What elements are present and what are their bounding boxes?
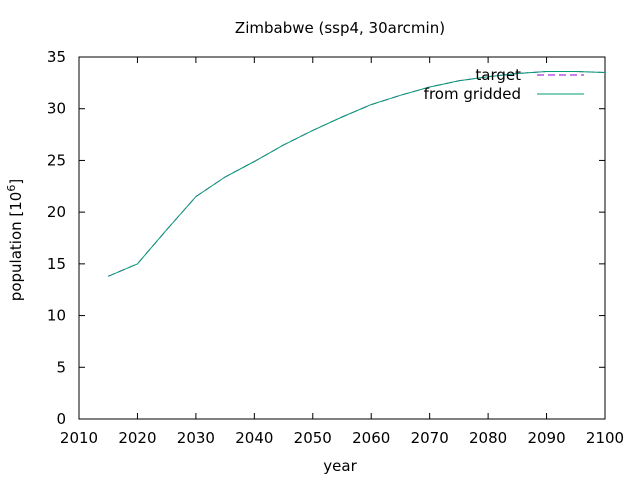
x-tick-label: 2090 — [527, 429, 565, 447]
y-tick-label: 0 — [56, 410, 66, 428]
x-axis: 2010 2020 2030 2040 2050 2060 2070 2080 2090 2100 — [60, 57, 624, 447]
x-tick-label: 2100 — [586, 429, 624, 447]
series-line-1 — [108, 71, 606, 277]
x-tick-label: 2060 — [352, 429, 390, 447]
series-line-2 — [108, 71, 606, 277]
y-tick-label: 5 — [56, 358, 66, 376]
x-tick-label: 2020 — [118, 429, 156, 447]
y-axis-label-exponent: 6 — [5, 185, 18, 192]
x-tick-label: 2010 — [60, 429, 98, 447]
x-tick-label: 2050 — [294, 429, 332, 447]
x-tick-label: 2080 — [469, 429, 507, 447]
y-tick-label: 35 — [47, 48, 66, 66]
x-axis-label: year — [323, 457, 357, 475]
y-tick-label: 25 — [47, 151, 66, 169]
chart-title: Zimbabwe (ssp4, 30arcmin) — [235, 19, 445, 37]
x-tick-label: 2030 — [177, 429, 215, 447]
x-tick-label: 2040 — [235, 429, 273, 447]
y-tick-label: 20 — [47, 203, 66, 221]
y-axis-label-main: population [10 — [7, 192, 25, 302]
y-tick-label: 30 — [47, 100, 66, 118]
y-axis-label-suffix: ] — [7, 179, 25, 185]
y-axis: 0 5 10 15 20 25 30 35 — [47, 48, 605, 428]
legend-label: from gridded — [424, 85, 521, 103]
series-lines — [108, 71, 606, 277]
plot-frame — [78, 56, 606, 420]
legend-label: target — [475, 66, 521, 84]
y-axis-label: population [106] — [5, 179, 25, 301]
y-tick-label: 15 — [47, 255, 66, 273]
y-tick-label: 10 — [47, 307, 66, 325]
x-tick-label: 2070 — [411, 429, 449, 447]
